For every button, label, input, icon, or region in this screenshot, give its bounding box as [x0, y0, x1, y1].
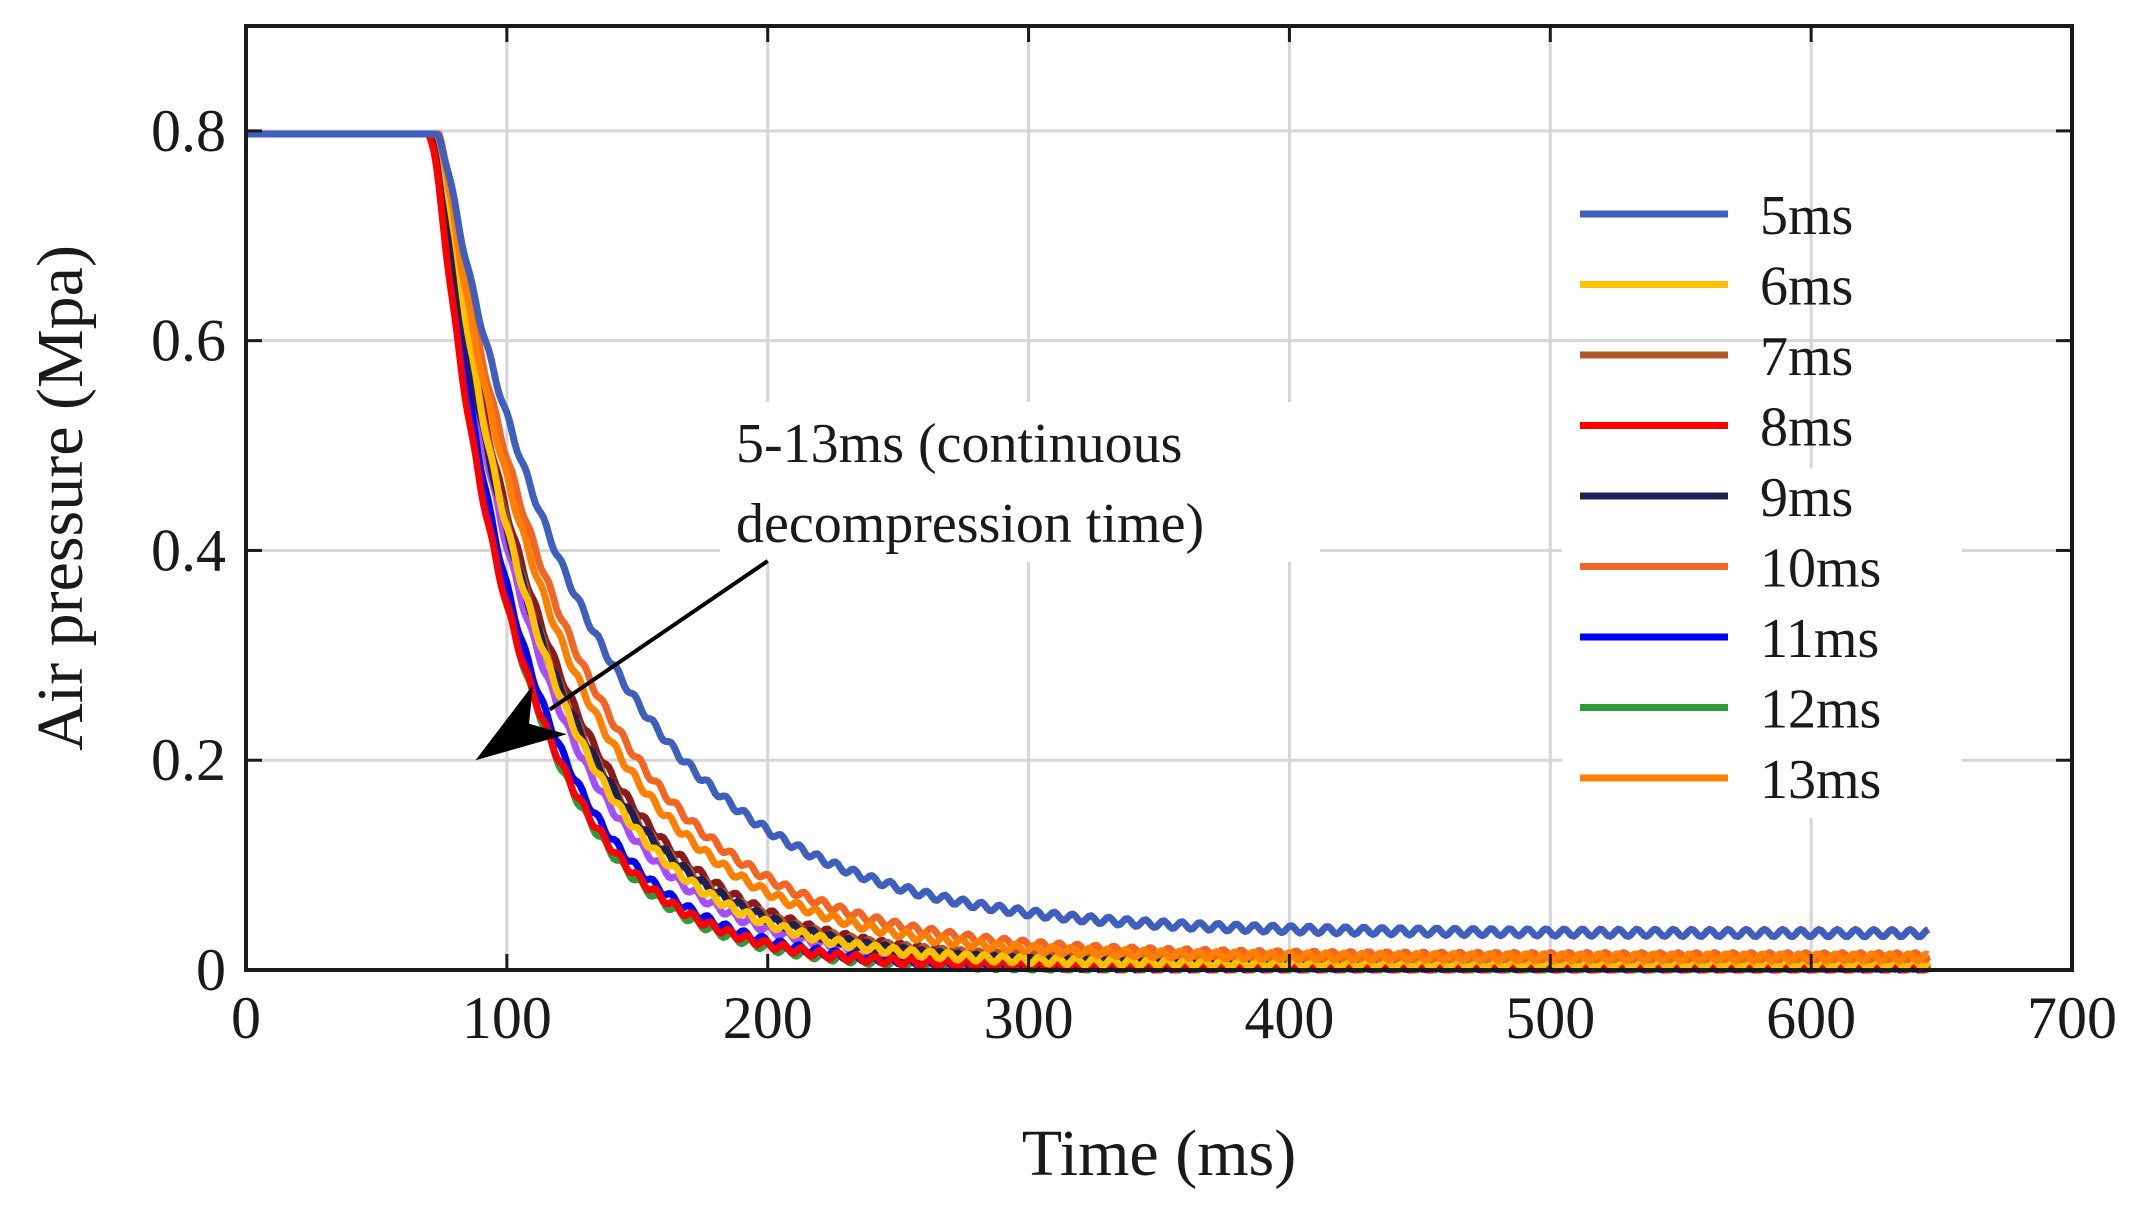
plot-frame	[244, 24, 2074, 972]
y-tick-label-1: 0.2	[151, 727, 226, 793]
series-line-6ms	[245, 130, 1932, 971]
annotation-line-1: 5-13ms (continuous	[736, 413, 1182, 475]
annotation-arrow-line	[548, 559, 769, 712]
x-tick-label-3: 300	[984, 985, 1074, 1051]
x-tick-label-7: 700	[2027, 985, 2117, 1051]
x-tick-label-1: 100	[462, 985, 552, 1051]
annotation-line-2: decompression time)	[736, 493, 1204, 555]
legend-label-8ms: 8ms	[1760, 397, 1853, 459]
legend-label-9ms: 9ms	[1760, 467, 1853, 529]
legend: 5ms 6ms 7ms 8ms 9ms 10ms 11ms 12ms 13ms	[1562, 185, 1962, 818]
legend-label-6ms: 6ms	[1760, 256, 1853, 318]
x-tick-label-4: 400	[1244, 985, 1334, 1051]
series-line-13ms	[245, 130, 1930, 965]
legend-label-10ms: 10ms	[1760, 538, 1881, 600]
x-tick-label-5: 500	[1505, 985, 1595, 1051]
legend-label-13ms: 13ms	[1760, 749, 1881, 811]
annotation: 5-13ms (continuous decompression time)	[475, 402, 1320, 761]
legend-label-7ms: 7ms	[1760, 326, 1853, 388]
axis-ticks: 0 100 200 300 400 500 600 700 0 0.2 0.4 0.6 0.8	[151, 26, 2117, 1051]
y-tick-label-3: 0.6	[151, 308, 226, 374]
y-axis-title: Air pressure (Mpa)	[24, 245, 97, 751]
x-tick-label-0: 0	[231, 985, 261, 1051]
x-tick-label-2: 200	[723, 985, 813, 1051]
annotation-arrow-head	[475, 684, 567, 761]
legend-label-11ms: 11ms	[1760, 608, 1879, 670]
y-tick-label-0: 0	[196, 937, 226, 1003]
y-tick-label-4: 0.8	[151, 98, 226, 164]
legend-label-5ms: 5ms	[1760, 185, 1853, 247]
series-line-5ms	[245, 130, 1931, 941]
x-axis-title: Time (ms)	[1022, 1117, 1296, 1190]
y-tick-label-2: 0.4	[151, 517, 226, 583]
legend-background	[1562, 468, 1962, 818]
annotation-background	[720, 402, 1320, 562]
legend-label-12ms: 12ms	[1760, 679, 1881, 741]
x-tick-label-6: 600	[1766, 985, 1856, 1051]
